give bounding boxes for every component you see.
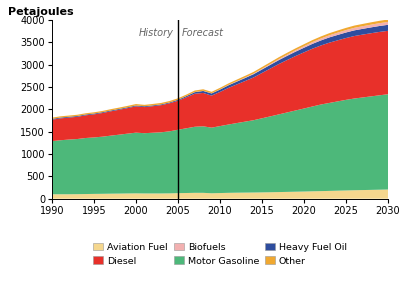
Text: Forecast: Forecast bbox=[182, 28, 224, 38]
Legend: Aviation Fuel, Diesel, Biofuels, Motor Gasoline, Heavy Fuel Oil, Other: Aviation Fuel, Diesel, Biofuels, Motor G… bbox=[93, 243, 347, 266]
Text: History: History bbox=[139, 28, 174, 38]
Text: Petajoules: Petajoules bbox=[8, 7, 74, 17]
